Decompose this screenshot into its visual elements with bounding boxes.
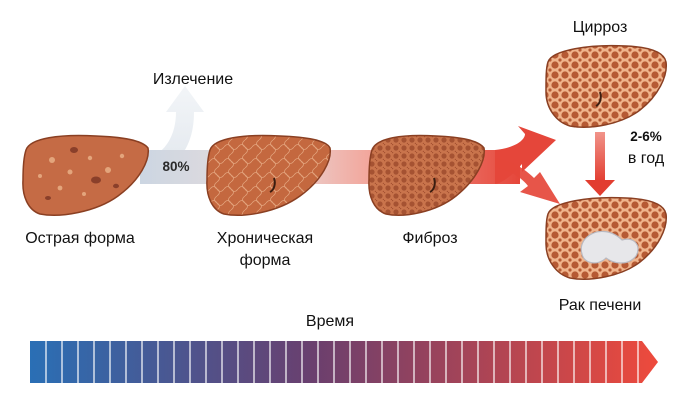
- chronic-label-line2: форма: [239, 252, 291, 269]
- recovery-label: Излечение: [152, 71, 234, 88]
- time-bar: [30, 341, 658, 383]
- cirrhosis-to-cancer-arrow: [585, 132, 615, 196]
- progression-arrow: [140, 126, 560, 204]
- cirrhosis-label: Цирроз: [572, 19, 628, 36]
- acute-label: Острая форма: [25, 230, 135, 247]
- annual-rate-period-label: в год: [627, 150, 665, 167]
- liver-acute-icon: [22, 134, 149, 216]
- liver-cirrhosis-icon: [545, 44, 667, 128]
- liver-chronic-icon: [206, 134, 331, 216]
- annual-rate-label: 2-6%: [630, 129, 662, 144]
- liver-fibrosis-icon: [368, 134, 485, 216]
- recovery-percent-label: 80%: [162, 159, 190, 174]
- chronic-label-line1: Хроническая: [216, 230, 314, 247]
- time-label: Время: [305, 313, 355, 330]
- liver-cancer-icon: [545, 196, 667, 280]
- liver-cancer-label: Рак печени: [558, 297, 642, 314]
- fibrosis-label: Фиброз: [402, 230, 458, 247]
